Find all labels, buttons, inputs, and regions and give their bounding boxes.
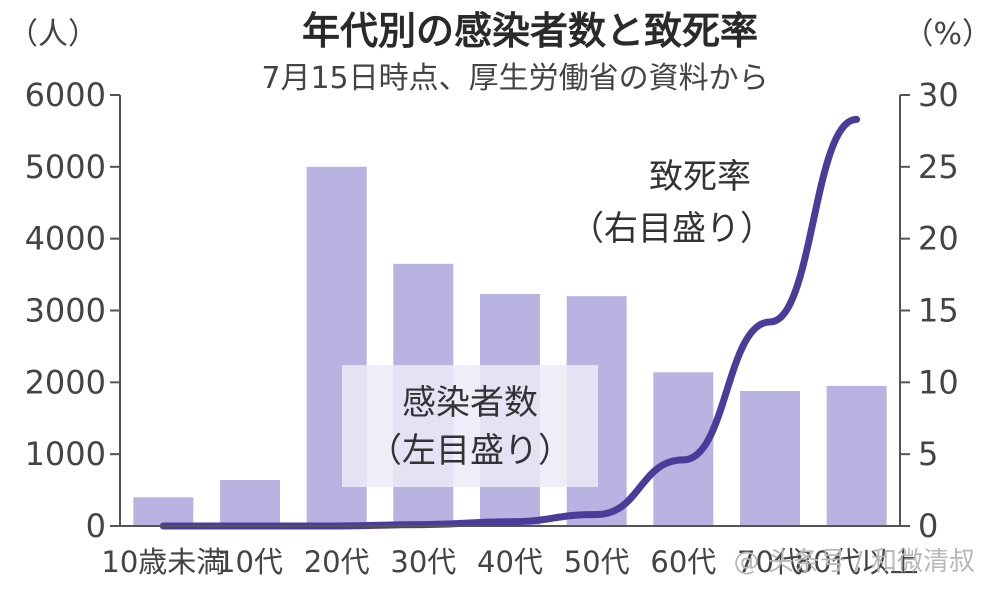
right-tick-label-25: 25 (918, 148, 959, 186)
left-tick-label-6000: 6000 (25, 76, 106, 114)
x-tick-label-5: 40代 (477, 545, 543, 579)
left-axis-unit: （人） (8, 17, 98, 52)
left-tick-label-5000: 5000 (25, 148, 106, 186)
line-axis-note: （右目盛り） (570, 209, 774, 249)
x-tick-label-2: 10代 (217, 545, 283, 579)
x-tick-label-8: 70代 (737, 545, 803, 579)
right-axis-ticks: 0 5 10 15 20 25 30 (900, 76, 959, 545)
bar-8 (740, 390, 800, 526)
right-tick-label-30: 30 (918, 76, 959, 114)
x-tick-label-4: 30代 (390, 545, 456, 579)
right-tick-label-5: 5 (918, 435, 938, 473)
right-tick-label-10: 10 (918, 363, 959, 401)
x-tick-label-7: 60代 (650, 545, 716, 579)
watermark: @ 头条号 / 和微清叔 (733, 547, 975, 577)
left-axis-ticks: 0 1000 2000 3000 4000 5000 6000 (25, 76, 120, 545)
x-tick-label-6: 50代 (564, 545, 630, 579)
right-tick-label-0: 0 (918, 507, 938, 545)
left-tick-label-0: 0 (86, 507, 106, 545)
chart-subtitle: 7月15日時点、厚生労働省の資料から (261, 61, 768, 96)
x-tick-label-1: 10歳未満 (101, 545, 225, 579)
bar-2 (220, 480, 280, 526)
chart-title: 年代別の感染者数と致死率 (302, 9, 758, 53)
left-tick-label-3000: 3000 (25, 292, 106, 330)
bar-1 (133, 497, 194, 526)
left-tick-label-2000: 2000 (25, 363, 106, 401)
bars-label-box (342, 365, 598, 487)
bars-label: 感染者数 (402, 383, 538, 423)
left-tick-label-1000: 1000 (25, 435, 106, 473)
right-axis-unit: （%） (903, 17, 992, 52)
line-label: 致死率 (649, 157, 751, 197)
right-tick-label-15: 15 (918, 292, 959, 330)
x-tick-label-3: 20代 (304, 545, 370, 579)
left-tick-label-4000: 4000 (25, 220, 106, 258)
x-tick-label-9: 80代以上 (795, 545, 919, 579)
bars-axis-note: （左目盛り） (368, 431, 572, 471)
right-tick-label-20: 20 (918, 220, 959, 258)
bar-9 (826, 385, 887, 526)
